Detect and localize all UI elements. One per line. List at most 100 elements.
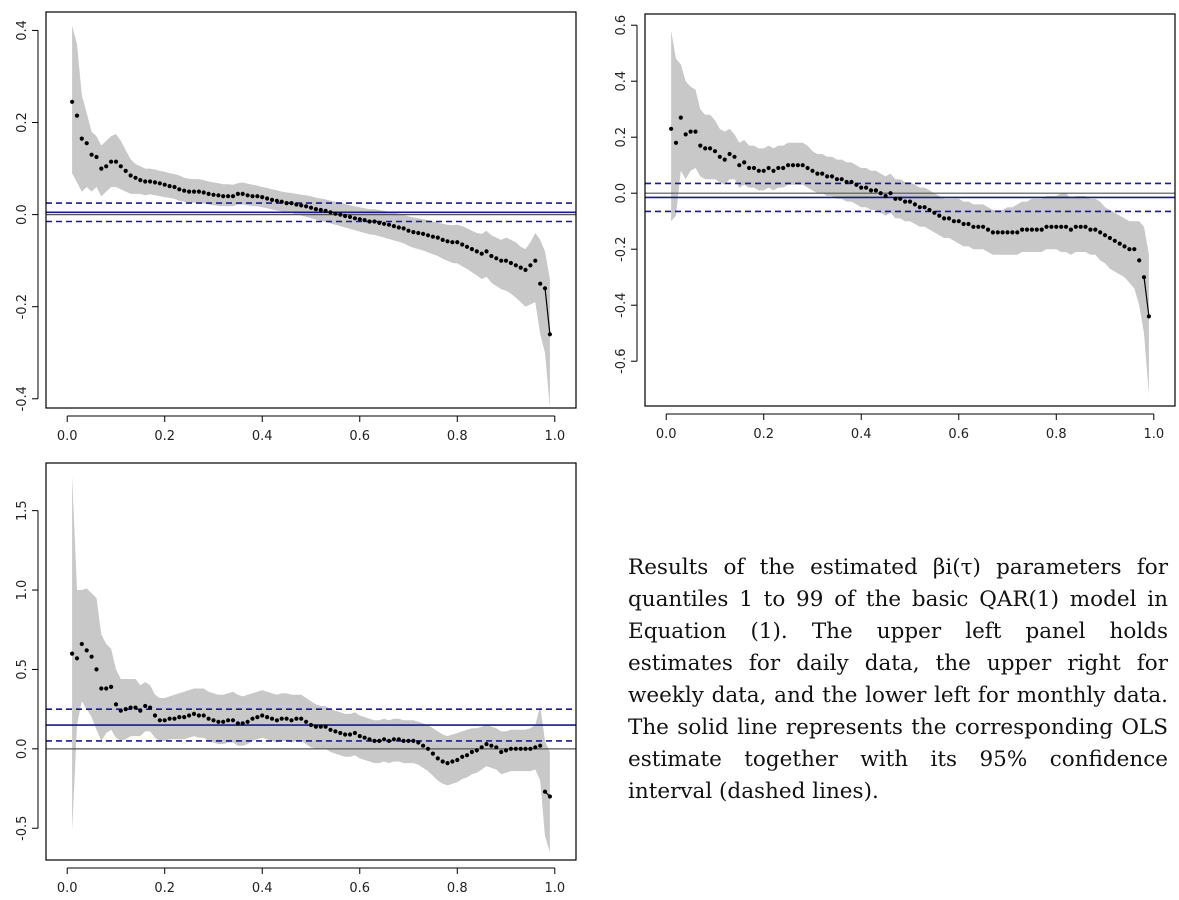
estimate-point: [893, 196, 898, 201]
estimate-point: [391, 737, 396, 742]
estimate-point: [352, 730, 357, 736]
estimate-point: [1098, 230, 1103, 235]
estimate-point: [94, 667, 99, 672]
estimate-point: [386, 738, 392, 744]
estimate-point: [464, 244, 470, 249]
estimate-point: [230, 718, 236, 723]
estimate-point: [981, 224, 986, 229]
estimate-point: [956, 219, 961, 224]
estimate-point: [323, 208, 328, 213]
estimate-point: [289, 201, 294, 206]
estimate-point: [362, 218, 367, 223]
estimate-point: [542, 789, 548, 794]
estimate-point: [79, 136, 84, 141]
y-tick-label: -0.4: [614, 293, 629, 318]
estimate-point: [269, 716, 275, 721]
estimate-point: [888, 191, 893, 196]
estimate-point: [152, 180, 158, 185]
panel-weekly: 0.0 0.2 0.4 0.6 0.8 1.0 -0.6 -0.4 -0.2 0.0 0.2 0.4 0…: [614, 13, 1176, 442]
estimate-point: [766, 165, 771, 171]
estimate-point: [1044, 224, 1049, 229]
estimate-point: [703, 146, 708, 151]
estimate-point: [372, 738, 377, 744]
estimate-point: [104, 686, 109, 691]
y-tick-label: -0.2: [614, 237, 629, 262]
estimate-point: [333, 211, 338, 216]
estimate-point: [377, 738, 382, 744]
estimate-point: [678, 115, 683, 120]
estimate-point: [1049, 224, 1054, 229]
estimate-point: [464, 753, 470, 758]
estimate-point: [795, 163, 801, 168]
estimate-point: [805, 165, 810, 171]
estimate-point: [294, 716, 299, 721]
estimate-point: [269, 197, 275, 202]
estimate-point: [133, 705, 138, 710]
x-tick-label: 1.0: [544, 429, 565, 444]
estimate-point: [372, 219, 377, 224]
estimate-point: [503, 748, 509, 753]
y-tick-label: 0.2: [15, 112, 30, 133]
estimate-point: [873, 188, 879, 193]
x-tick-label: 0.4: [252, 881, 273, 896]
estimate-point: [927, 207, 932, 213]
estimate-point: [829, 174, 835, 179]
estimate-point: [109, 684, 114, 690]
estimate-point: [396, 225, 401, 230]
estimate-point: [479, 745, 484, 750]
x-tick-label: 0.0: [656, 427, 677, 442]
estimate-point: [421, 231, 426, 236]
y-tick-label: -0.2: [15, 294, 30, 319]
estimate-point: [157, 718, 162, 723]
estimate-point: [693, 129, 698, 134]
estimate-point: [990, 230, 996, 235]
estimate-point: [995, 230, 1000, 235]
estimate-point: [123, 707, 128, 712]
estimate-point: [182, 188, 187, 193]
estimate-point: [406, 738, 411, 744]
estimate-point: [128, 705, 133, 710]
estimate-point: [391, 224, 396, 229]
estimate-point: [416, 740, 421, 745]
estimate-point: [907, 199, 913, 204]
estimate-point: [221, 719, 226, 724]
estimate-point: [445, 239, 450, 244]
estimate-point: [722, 157, 727, 162]
x-tick-label: 0.0: [57, 881, 78, 896]
y-tick-label: 0.0: [15, 204, 30, 225]
confidence-band: [72, 25, 550, 409]
estimate-point: [547, 332, 553, 337]
estimate-point: [932, 210, 937, 215]
estimate-point: [825, 174, 830, 179]
estimate-point: [971, 224, 976, 229]
estimate-point: [751, 165, 757, 171]
estimate-point: [951, 219, 957, 224]
x-tick-label: 0.6: [349, 881, 370, 896]
estimate-point: [976, 224, 981, 229]
estimate-point: [191, 189, 197, 194]
estimate-point: [216, 719, 221, 724]
y-tick-label: 0.2: [614, 127, 629, 148]
estimate-point: [1078, 224, 1083, 229]
plot-frame: [45, 462, 577, 861]
estimate-point: [347, 732, 353, 737]
estimate-point: [299, 203, 304, 208]
estimate-point: [143, 179, 148, 184]
estimate-point: [966, 221, 971, 227]
y-tick-label: 0.4: [15, 20, 30, 41]
estimate-point: [343, 732, 348, 737]
estimate-point: [1034, 227, 1039, 232]
estimate-point: [1137, 258, 1142, 263]
estimate-point: [148, 179, 153, 184]
estimate-point: [425, 233, 431, 238]
estimate-point: [1073, 224, 1078, 229]
estimate-point: [732, 154, 737, 159]
estimate-point: [367, 737, 372, 742]
x-tick-label: 0.6: [948, 427, 969, 442]
estimate-point: [445, 761, 450, 766]
estimate-point: [508, 260, 513, 266]
y-tick-label: 0.0: [614, 183, 629, 204]
estimate-point: [177, 715, 182, 720]
estimate-point: [547, 794, 553, 799]
